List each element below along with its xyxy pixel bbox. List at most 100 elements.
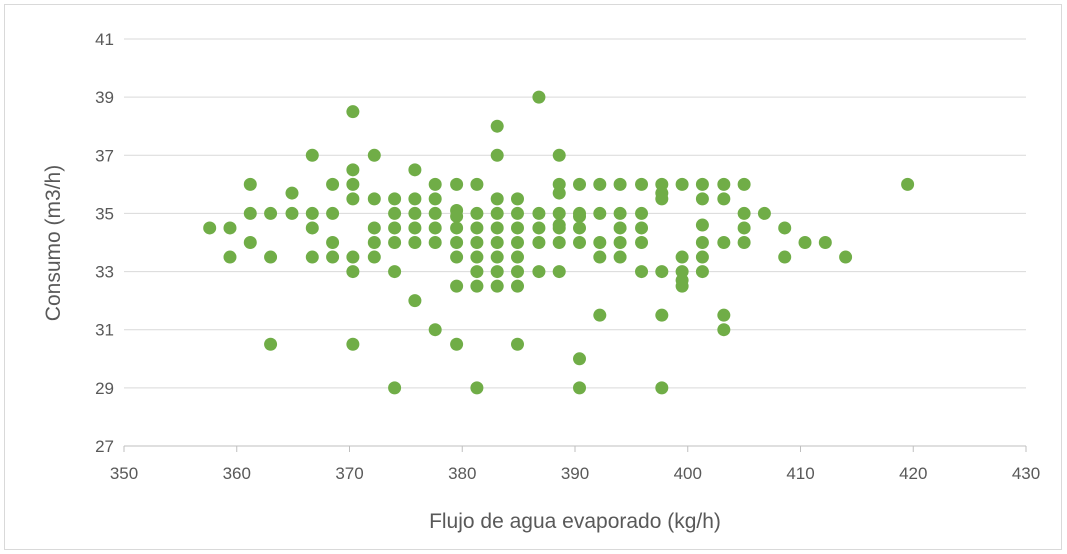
data-point (717, 308, 731, 322)
data-point (695, 218, 709, 232)
data-point (470, 265, 484, 279)
data-point (655, 308, 669, 322)
data-point (655, 265, 669, 279)
data-point (408, 163, 422, 177)
data-point (532, 206, 546, 220)
data-point (593, 236, 607, 249)
y-tick-label: 31 (95, 321, 114, 340)
data-point (510, 221, 524, 235)
data-point (243, 236, 257, 249)
data-point (490, 221, 504, 235)
data-point (695, 265, 709, 279)
data-point (326, 236, 340, 249)
data-point (901, 177, 915, 191)
data-point (593, 177, 607, 191)
data-point (203, 221, 217, 235)
data-point (470, 250, 484, 264)
data-point (428, 206, 442, 220)
data-point (490, 250, 504, 264)
data-point (490, 206, 504, 220)
data-point (717, 323, 731, 337)
data-point (346, 163, 360, 177)
data-point (490, 119, 504, 133)
data-point (264, 337, 278, 351)
data-point (532, 236, 546, 249)
data-point (573, 177, 587, 191)
y-tick-label: 35 (95, 204, 114, 223)
data-point (428, 323, 442, 337)
data-point (675, 177, 689, 191)
data-point (428, 236, 442, 249)
x-tick-label: 430 (1012, 464, 1040, 483)
data-point (264, 250, 278, 264)
axes (123, 445, 1027, 452)
data-point (470, 381, 484, 395)
data-point (450, 279, 464, 293)
data-point (635, 177, 649, 191)
data-point (552, 206, 566, 220)
data-point (367, 221, 381, 235)
y-tick-label: 39 (95, 88, 114, 107)
data-point (635, 236, 649, 249)
data-point (695, 250, 709, 264)
data-point (408, 221, 422, 235)
data-point (778, 221, 792, 235)
data-point (428, 177, 442, 191)
data-point (593, 206, 607, 220)
data-point (223, 250, 237, 264)
data-point (388, 381, 402, 395)
x-tick-label: 380 (448, 464, 476, 483)
data-point (490, 236, 504, 249)
data-point (388, 221, 402, 235)
data-point (510, 236, 524, 249)
data-point (367, 250, 381, 264)
data-point (613, 206, 627, 220)
data-point (510, 279, 524, 293)
y-tick-labels: 27 29 31 33 35 37 39 41 (95, 30, 114, 456)
data-point (717, 177, 731, 191)
data-point (470, 236, 484, 249)
data-point (552, 236, 566, 249)
data-point (326, 206, 340, 220)
data-point (450, 337, 464, 351)
data-point (552, 148, 566, 162)
data-point (737, 206, 751, 220)
x-tick-label: 400 (674, 464, 702, 483)
y-tick-label: 27 (95, 437, 114, 456)
data-point (367, 192, 381, 206)
data-point (346, 192, 360, 206)
data-point (450, 177, 464, 191)
data-point (408, 206, 422, 220)
data-point (388, 265, 402, 279)
gridlines (124, 38, 1026, 389)
x-tick-label: 390 (561, 464, 589, 483)
data-point (613, 177, 627, 191)
y-tick-label: 41 (95, 30, 114, 49)
data-point (346, 265, 360, 279)
x-tick-labels: 350 360 370 380 390 400 410 420 430 (110, 464, 1040, 483)
x-tick-label: 370 (335, 464, 363, 483)
data-point (264, 206, 278, 220)
y-axis-title: Consumo (m3/h) (42, 165, 65, 321)
data-point (573, 221, 587, 235)
data-point (510, 265, 524, 279)
data-point (695, 236, 709, 249)
data-point (223, 221, 237, 235)
data-point (552, 221, 566, 235)
data-point (717, 192, 731, 206)
data-point (450, 209, 464, 223)
data-point (326, 250, 340, 264)
data-point (635, 221, 649, 235)
data-point (428, 192, 442, 206)
data-point (243, 206, 257, 220)
data-point (593, 308, 607, 322)
data-point (717, 236, 731, 249)
y-tick-label: 33 (95, 263, 114, 282)
data-point (655, 381, 669, 395)
data-point (635, 206, 649, 220)
data-point (510, 337, 524, 351)
data-point (346, 177, 360, 191)
data-point (613, 250, 627, 264)
data-point (798, 236, 812, 249)
data-point (305, 250, 319, 264)
